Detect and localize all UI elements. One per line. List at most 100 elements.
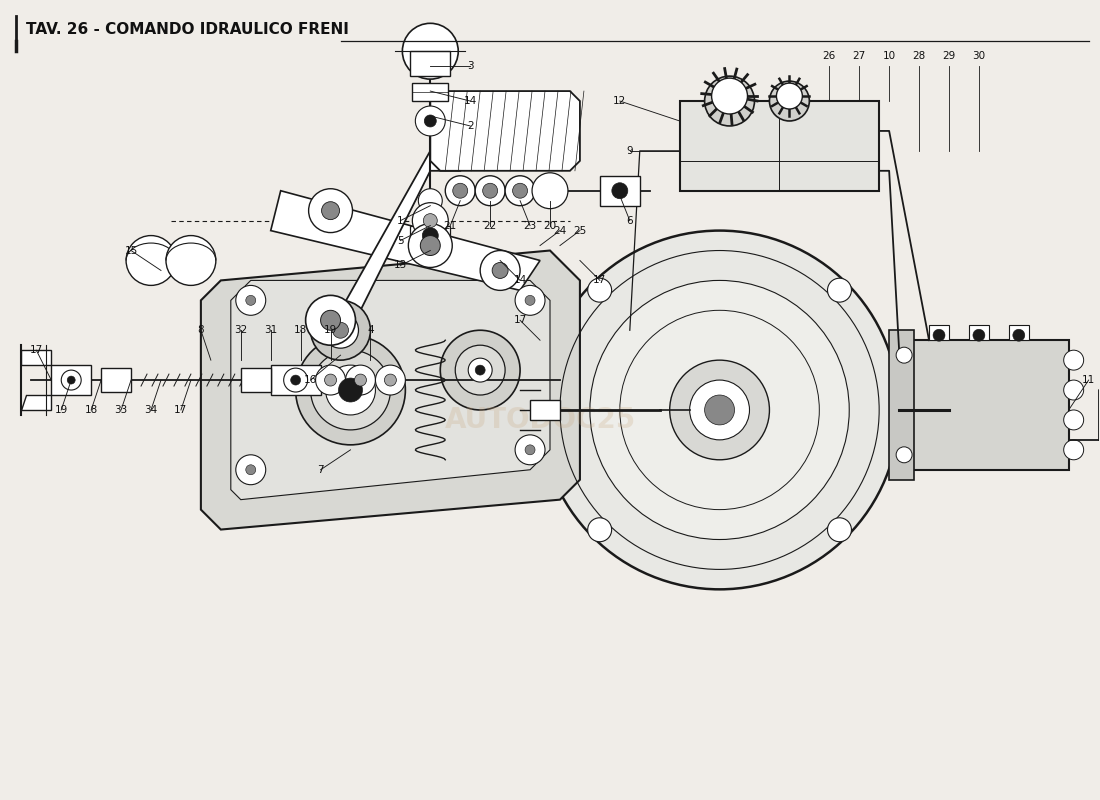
Circle shape bbox=[612, 182, 628, 198]
Text: 28: 28 bbox=[912, 51, 926, 61]
Circle shape bbox=[896, 447, 912, 462]
Text: 3: 3 bbox=[466, 61, 473, 71]
Text: 19: 19 bbox=[55, 405, 68, 415]
Text: 25: 25 bbox=[573, 226, 586, 235]
Polygon shape bbox=[271, 190, 540, 290]
Circle shape bbox=[769, 81, 810, 121]
Text: 20: 20 bbox=[543, 221, 557, 230]
Text: 22: 22 bbox=[484, 221, 497, 230]
Text: 34: 34 bbox=[144, 405, 157, 415]
Circle shape bbox=[972, 330, 984, 342]
Bar bbox=[101, 368, 131, 392]
Text: 15: 15 bbox=[124, 246, 138, 255]
Text: 17: 17 bbox=[174, 405, 188, 415]
Polygon shape bbox=[310, 151, 460, 330]
Circle shape bbox=[408, 224, 452, 267]
Circle shape bbox=[166, 235, 216, 286]
Circle shape bbox=[321, 202, 340, 220]
Circle shape bbox=[440, 330, 520, 410]
Text: 4: 4 bbox=[367, 326, 374, 335]
Polygon shape bbox=[21, 395, 52, 410]
Circle shape bbox=[284, 368, 308, 392]
Circle shape bbox=[418, 189, 442, 213]
Text: 32: 32 bbox=[234, 326, 248, 335]
Polygon shape bbox=[430, 91, 580, 170]
Circle shape bbox=[933, 330, 945, 342]
Text: 30: 30 bbox=[972, 51, 986, 61]
Text: 21: 21 bbox=[443, 221, 456, 230]
Bar bbox=[410, 51, 450, 76]
Text: 9: 9 bbox=[627, 146, 634, 156]
Circle shape bbox=[532, 173, 568, 209]
Bar bbox=[680, 101, 879, 190]
Text: 7: 7 bbox=[317, 465, 323, 474]
Text: 19: 19 bbox=[323, 326, 338, 335]
Bar bbox=[412, 83, 449, 101]
Circle shape bbox=[235, 455, 266, 485]
Circle shape bbox=[326, 365, 375, 415]
Text: 5: 5 bbox=[397, 235, 404, 246]
Circle shape bbox=[245, 295, 255, 306]
Circle shape bbox=[422, 228, 438, 243]
Circle shape bbox=[827, 278, 851, 302]
Polygon shape bbox=[231, 281, 550, 500]
Circle shape bbox=[453, 183, 468, 198]
Circle shape bbox=[827, 518, 851, 542]
Text: 18: 18 bbox=[294, 326, 307, 335]
Text: 17: 17 bbox=[30, 345, 43, 355]
Text: 14: 14 bbox=[463, 96, 476, 106]
Circle shape bbox=[446, 176, 475, 206]
Circle shape bbox=[777, 83, 802, 109]
Circle shape bbox=[475, 365, 485, 375]
Circle shape bbox=[513, 183, 528, 198]
Polygon shape bbox=[410, 226, 430, 246]
Polygon shape bbox=[430, 226, 450, 246]
Text: 1: 1 bbox=[397, 216, 404, 226]
Text: 6: 6 bbox=[627, 216, 634, 226]
Text: 18: 18 bbox=[85, 405, 98, 415]
Polygon shape bbox=[899, 340, 1069, 470]
Text: 10: 10 bbox=[882, 51, 895, 61]
Text: 27: 27 bbox=[852, 51, 866, 61]
Text: 23: 23 bbox=[524, 221, 537, 230]
Circle shape bbox=[492, 262, 508, 278]
Circle shape bbox=[235, 286, 266, 315]
Circle shape bbox=[505, 176, 535, 206]
Circle shape bbox=[896, 347, 912, 363]
Text: 17: 17 bbox=[593, 275, 606, 286]
Circle shape bbox=[339, 378, 363, 402]
Circle shape bbox=[310, 300, 371, 360]
Text: 8: 8 bbox=[198, 326, 205, 335]
Bar bbox=[600, 176, 640, 206]
Circle shape bbox=[245, 465, 255, 474]
Bar bbox=[241, 368, 271, 392]
Circle shape bbox=[424, 214, 438, 228]
Circle shape bbox=[67, 376, 75, 384]
Circle shape bbox=[515, 286, 544, 315]
Text: 13: 13 bbox=[394, 261, 407, 270]
Circle shape bbox=[354, 374, 366, 386]
Text: 29: 29 bbox=[943, 51, 956, 61]
Text: 33: 33 bbox=[114, 405, 128, 415]
Circle shape bbox=[705, 76, 755, 126]
Polygon shape bbox=[52, 365, 91, 395]
Circle shape bbox=[690, 380, 749, 440]
Polygon shape bbox=[271, 365, 320, 395]
Circle shape bbox=[525, 445, 535, 455]
Polygon shape bbox=[201, 250, 580, 530]
Circle shape bbox=[425, 115, 437, 127]
Bar bbox=[969, 326, 989, 340]
Circle shape bbox=[587, 278, 612, 302]
Circle shape bbox=[455, 345, 505, 395]
Text: 17: 17 bbox=[514, 315, 527, 326]
Text: 2: 2 bbox=[466, 121, 473, 131]
Circle shape bbox=[322, 312, 359, 348]
Circle shape bbox=[525, 295, 535, 306]
Circle shape bbox=[306, 295, 355, 345]
Circle shape bbox=[705, 395, 735, 425]
Circle shape bbox=[712, 78, 748, 114]
Circle shape bbox=[324, 374, 337, 386]
Bar bbox=[930, 326, 949, 340]
Text: 14: 14 bbox=[514, 275, 527, 286]
Circle shape bbox=[290, 375, 300, 385]
